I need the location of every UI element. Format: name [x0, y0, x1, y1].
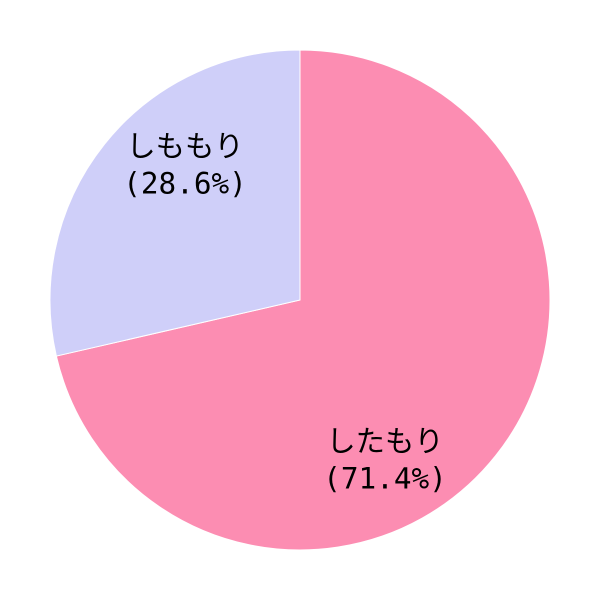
pie-svg — [0, 0, 600, 600]
pie-chart: したもり (71.4%) しももり (28.6%) — [0, 0, 600, 600]
